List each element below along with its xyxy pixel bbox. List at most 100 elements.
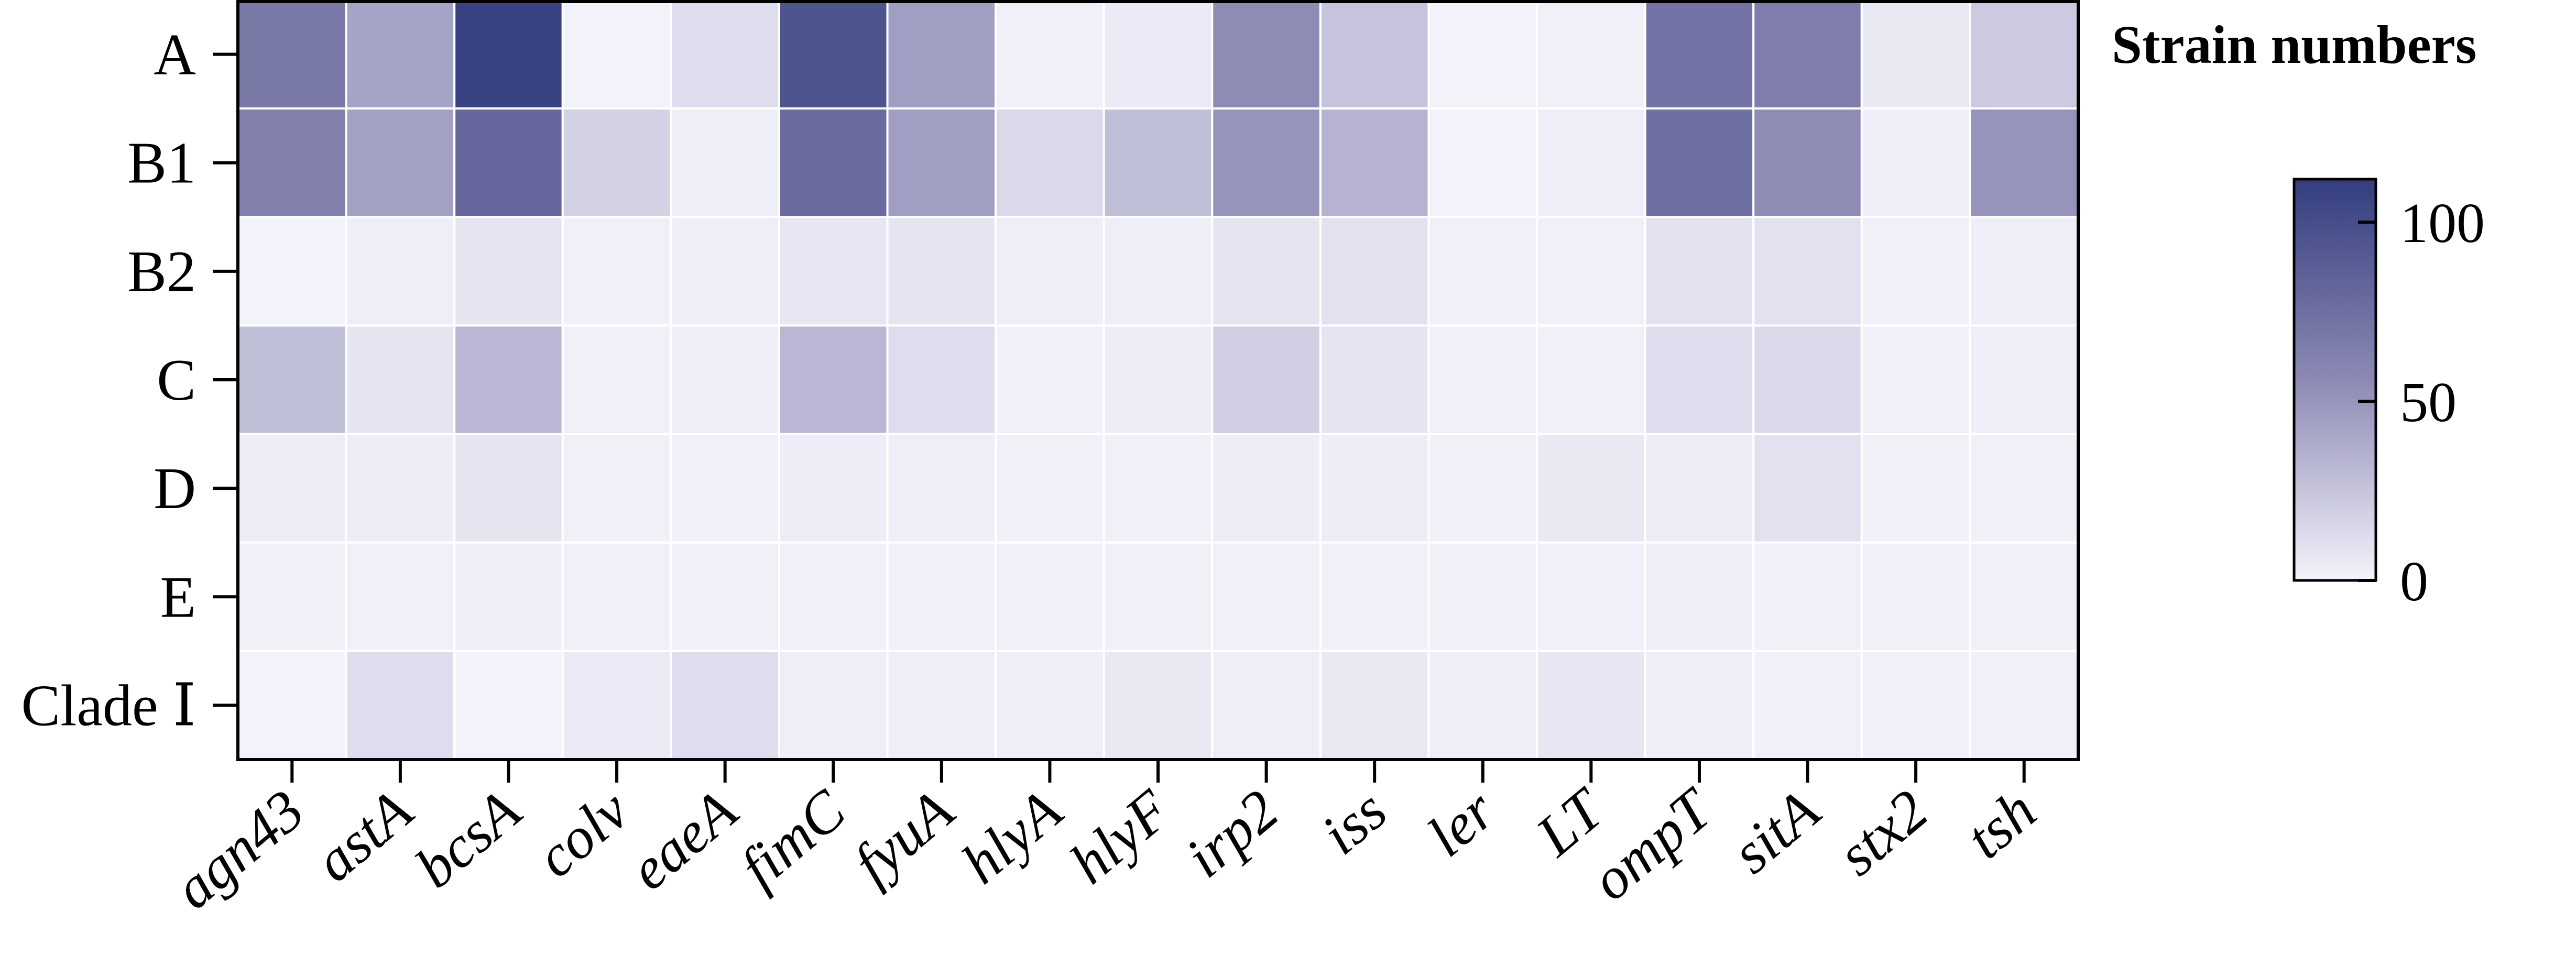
heatmap-cell (1969, 107, 2080, 218)
heatmap-cell (1103, 216, 1214, 327)
heatmap-cell (886, 0, 997, 110)
heatmap-cell (1644, 0, 1755, 110)
row-label: B2 (127, 239, 196, 304)
heatmap-cell (1427, 541, 1538, 652)
heatmap-cell (561, 541, 672, 652)
heatmap-cell (1103, 650, 1214, 761)
column-label: ler (1415, 777, 1507, 869)
heatmap-cell (886, 650, 997, 761)
heatmap-cell (1752, 216, 1863, 327)
heatmap-cell (1752, 650, 1863, 761)
heatmap-cell (561, 650, 672, 761)
plot-frame (236, 0, 2080, 761)
heatmap-cell (995, 0, 1105, 110)
heatmap-cell (886, 324, 997, 435)
heatmap-cell (453, 0, 564, 110)
heatmap-cell (1427, 107, 1538, 218)
legend-title: Strain numbers (2112, 15, 2476, 75)
column-label: sitA (1720, 777, 1832, 886)
heatmap-cell (1536, 0, 1646, 110)
heatmap-cell (1752, 433, 1863, 544)
heatmap-cell (453, 216, 564, 327)
heatmap-cell (1103, 324, 1214, 435)
heatmap-cell (345, 433, 456, 544)
heatmap-cell (453, 107, 564, 218)
row-label: A (154, 23, 196, 87)
heatmap-cell (453, 433, 564, 544)
heatmap-cell (1211, 433, 1322, 544)
heatmap-cell (886, 107, 997, 218)
heatmap-cell (670, 216, 780, 327)
heatmap-cell (1969, 541, 2080, 652)
column-label: fyuA (842, 777, 966, 896)
heatmap-cell (1752, 0, 1863, 110)
heatmap-cell (1319, 324, 1430, 435)
heatmap-cell (1860, 650, 1971, 761)
colorbar-tick-label: 100 (2400, 192, 2485, 255)
heatmap-cell (1319, 650, 1430, 761)
heatmap-cell (1860, 107, 1971, 218)
column-label: stx2 (1826, 777, 1940, 888)
heatmap-cell (345, 324, 456, 435)
row-label: Clade Ⅰ (21, 673, 196, 738)
heatmap-cell (1644, 324, 1755, 435)
column-label: astA (303, 777, 425, 894)
heatmap-cell (1536, 324, 1646, 435)
heatmap-cell (1860, 0, 1971, 110)
heatmap-cell (561, 107, 672, 218)
column-label: irp2 (1174, 777, 1291, 890)
colorbar-tick-label: 50 (2400, 371, 2457, 434)
heatmap-cell (1427, 216, 1538, 327)
heatmap-cell (1969, 0, 2080, 110)
heatmap-cell (995, 107, 1105, 218)
heatmap-cell (1860, 433, 1971, 544)
heatmap-cell (1211, 107, 1322, 218)
heatmap-cell (453, 324, 564, 435)
heatmap-cell (345, 0, 456, 110)
heatmap-cell (453, 650, 564, 761)
row-label: C (157, 348, 196, 413)
column-label: ompT (1579, 775, 1726, 913)
row-label: B1 (127, 131, 196, 196)
heatmap-cell (561, 324, 672, 435)
heatmap-cell (1536, 107, 1646, 218)
heatmap-cell (1319, 0, 1430, 110)
heatmap-cell (1536, 433, 1646, 544)
heatmap-cell (778, 107, 889, 218)
heatmap-cell (995, 433, 1105, 544)
heatmap-cell (1536, 541, 1646, 652)
colorbar (2293, 178, 2377, 582)
heatmap-cell (1752, 541, 1863, 652)
heatmap-cell (561, 433, 672, 544)
heatmap-cell (237, 107, 347, 218)
heatmap-cell (670, 0, 780, 110)
heatmap-cell (1427, 324, 1538, 435)
column-label: eaeA (618, 777, 750, 903)
heatmap-cell (778, 433, 889, 544)
heatmap-cell (1211, 324, 1322, 435)
colorbar-tick-label: 0 (2400, 551, 2428, 613)
heatmap-cell (886, 216, 997, 327)
heatmap-cell (1752, 107, 1863, 218)
heatmap-cell (995, 216, 1105, 327)
column-label: hlyA (950, 777, 1074, 896)
heatmap-cell (1860, 216, 1971, 327)
heatmap-cell (1427, 650, 1538, 761)
heatmap-cell (670, 650, 780, 761)
heatmap-cell (1319, 107, 1430, 218)
row-labels: A B1 B2 CDE Clade Ⅰ (21, 23, 238, 738)
heatmap-cell (237, 324, 347, 435)
heatmap-cell (670, 541, 780, 652)
heatmap-cell (1319, 216, 1430, 327)
heatmap-cell (1319, 433, 1430, 544)
heatmap-cell (995, 324, 1105, 435)
heatmap-cell (1969, 216, 2080, 327)
heatmap-cell (1103, 107, 1214, 218)
heatmap-cell (670, 107, 780, 218)
heatmap-cell (778, 216, 889, 327)
heatmap-cell (1969, 433, 2080, 544)
heatmap-cell (1644, 541, 1755, 652)
heatmap-cell (778, 650, 889, 761)
heatmap-cell (1644, 216, 1755, 327)
